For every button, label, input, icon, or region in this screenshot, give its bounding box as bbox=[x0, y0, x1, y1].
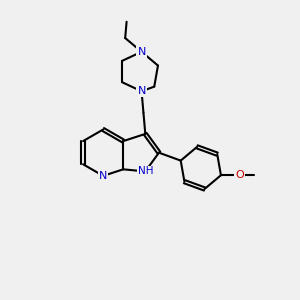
Text: N: N bbox=[137, 47, 146, 57]
Text: N: N bbox=[137, 86, 146, 96]
Text: N: N bbox=[99, 171, 107, 181]
Text: NH: NH bbox=[137, 167, 153, 176]
Text: O: O bbox=[235, 170, 244, 180]
